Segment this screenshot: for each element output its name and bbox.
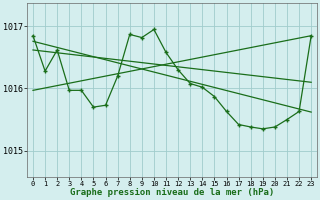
X-axis label: Graphe pression niveau de la mer (hPa): Graphe pression niveau de la mer (hPa) [70,188,274,197]
